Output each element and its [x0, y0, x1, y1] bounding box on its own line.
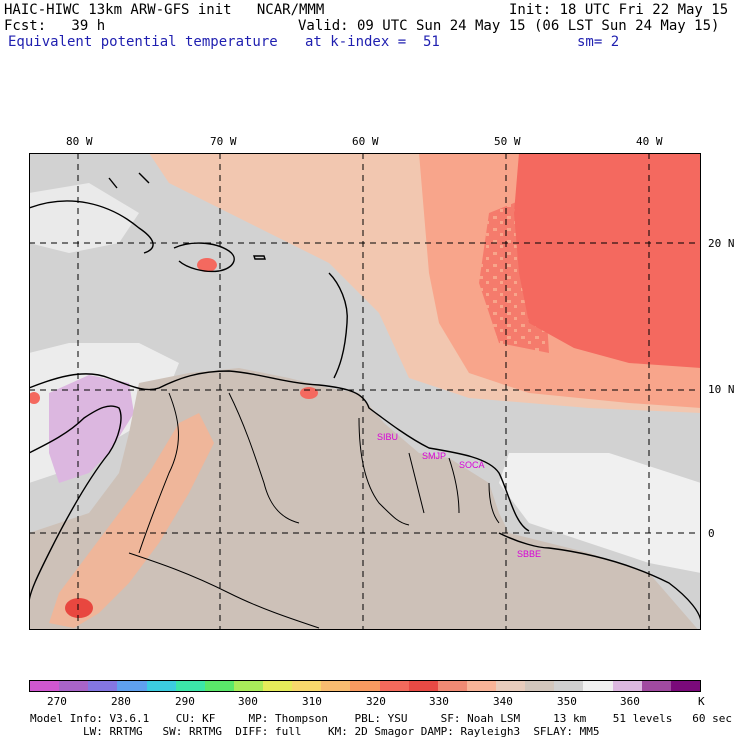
- valid-time: Valid: 09 UTC Sun 24 May 15 (06 LST Sun …: [298, 18, 720, 34]
- colorbar-label-9: 360: [620, 695, 640, 708]
- colorbar-swatch-10: [321, 681, 351, 691]
- red-spot-coast: [29, 392, 40, 404]
- colorbar: [29, 680, 701, 692]
- lat-label-10n: 10 N: [708, 383, 735, 396]
- model-title: HAIC-HIWC 13km ARW-GFS init NCAR/MMM: [4, 2, 325, 18]
- colorbar-label-2: 290: [175, 695, 195, 708]
- colorbar-swatch-6: [204, 681, 234, 691]
- colorbar-swatch-1: [59, 681, 89, 691]
- colorbar-swatch-12: [379, 681, 409, 691]
- colorbar-label-1: 280: [111, 695, 131, 708]
- lon-label-80w: 80 W: [66, 135, 93, 148]
- white-tongue-east: [499, 453, 701, 573]
- colorbar-label-6: 330: [429, 695, 449, 708]
- red-spot-andes-south: [65, 598, 93, 618]
- station-sibu: SIBU: [377, 432, 398, 442]
- colorbar-swatch-7: [233, 681, 263, 691]
- colorbar-swatch-3: [117, 681, 147, 691]
- level-info: at k-index = 51: [305, 34, 440, 50]
- colorbar-label-8: 350: [557, 695, 577, 708]
- colorbar-swatch-9: [292, 681, 322, 691]
- colorbar-swatch-15: [466, 681, 496, 691]
- colorbar-swatch-4: [146, 681, 176, 691]
- red-spot-venezuela: [300, 387, 318, 399]
- colorbar-swatch-2: [88, 681, 118, 691]
- field-name: Equivalent potential temperature: [8, 34, 278, 50]
- station-sbbe: SBBE: [517, 549, 541, 559]
- andes-highlands: [49, 413, 214, 628]
- colorbar-swatch-17: [525, 681, 555, 691]
- smoothing-info: sm= 2: [577, 34, 620, 50]
- colorbar-swatch-13: [408, 681, 438, 691]
- colorbar-swatch-20: [612, 681, 642, 691]
- colorbar-label-0: 270: [47, 695, 67, 708]
- init-time: Init: 18 UTC Fri 22 May 15: [509, 2, 729, 18]
- lat-label-equator: 0: [708, 527, 715, 540]
- colorbar-swatch-18: [554, 681, 584, 691]
- colorbar-label-4: 310: [302, 695, 322, 708]
- theta-e-map: SIBU SMJP SOCA SBBE: [29, 153, 701, 630]
- footer-physics-info: LW: RRTMG SW: RRTMG DIFF: full KM: 2D Sm…: [30, 725, 600, 738]
- station-soca: SOCA: [459, 460, 485, 470]
- white-caribbean-west: [29, 183, 139, 253]
- lon-label-70w: 70 W: [210, 135, 237, 148]
- colorbar-label-3: 300: [238, 695, 258, 708]
- colorbar-swatch-8: [263, 681, 293, 691]
- lon-label-40w: 40 W: [636, 135, 663, 148]
- lat-lon-grid: [29, 153, 701, 630]
- colorbar-swatch-21: [641, 681, 671, 691]
- colorbar-label-5: 320: [366, 695, 386, 708]
- colorbar-swatch-14: [437, 681, 467, 691]
- colorbar-swatch-0: [30, 681, 60, 691]
- footer-model-info: Model Info: V3.6.1 CU: KF MP: Thompson P…: [30, 712, 732, 725]
- colorbar-swatch-11: [350, 681, 380, 691]
- colorbar-swatch-19: [583, 681, 613, 691]
- lat-label-20n: 20 N: [708, 237, 735, 250]
- lon-label-50w: 50 W: [494, 135, 521, 148]
- colorbar-swatch-22: [670, 681, 700, 691]
- lon-label-60w: 60 W: [352, 135, 379, 148]
- colorbar-swatch-5: [175, 681, 205, 691]
- colorbar-swatch-16: [496, 681, 526, 691]
- lavender-isthmus: [49, 375, 134, 483]
- colorbar-label-10: K: [698, 695, 705, 708]
- colorbar-label-7: 340: [493, 695, 513, 708]
- station-smjp: SMJP: [422, 451, 446, 461]
- forecast-hour: Fcst: 39 h: [4, 18, 106, 34]
- red-core: [514, 153, 701, 368]
- coastlines: [29, 172, 701, 624]
- red-spot-hispaniola: [197, 258, 217, 272]
- country-borders: [128, 392, 500, 629]
